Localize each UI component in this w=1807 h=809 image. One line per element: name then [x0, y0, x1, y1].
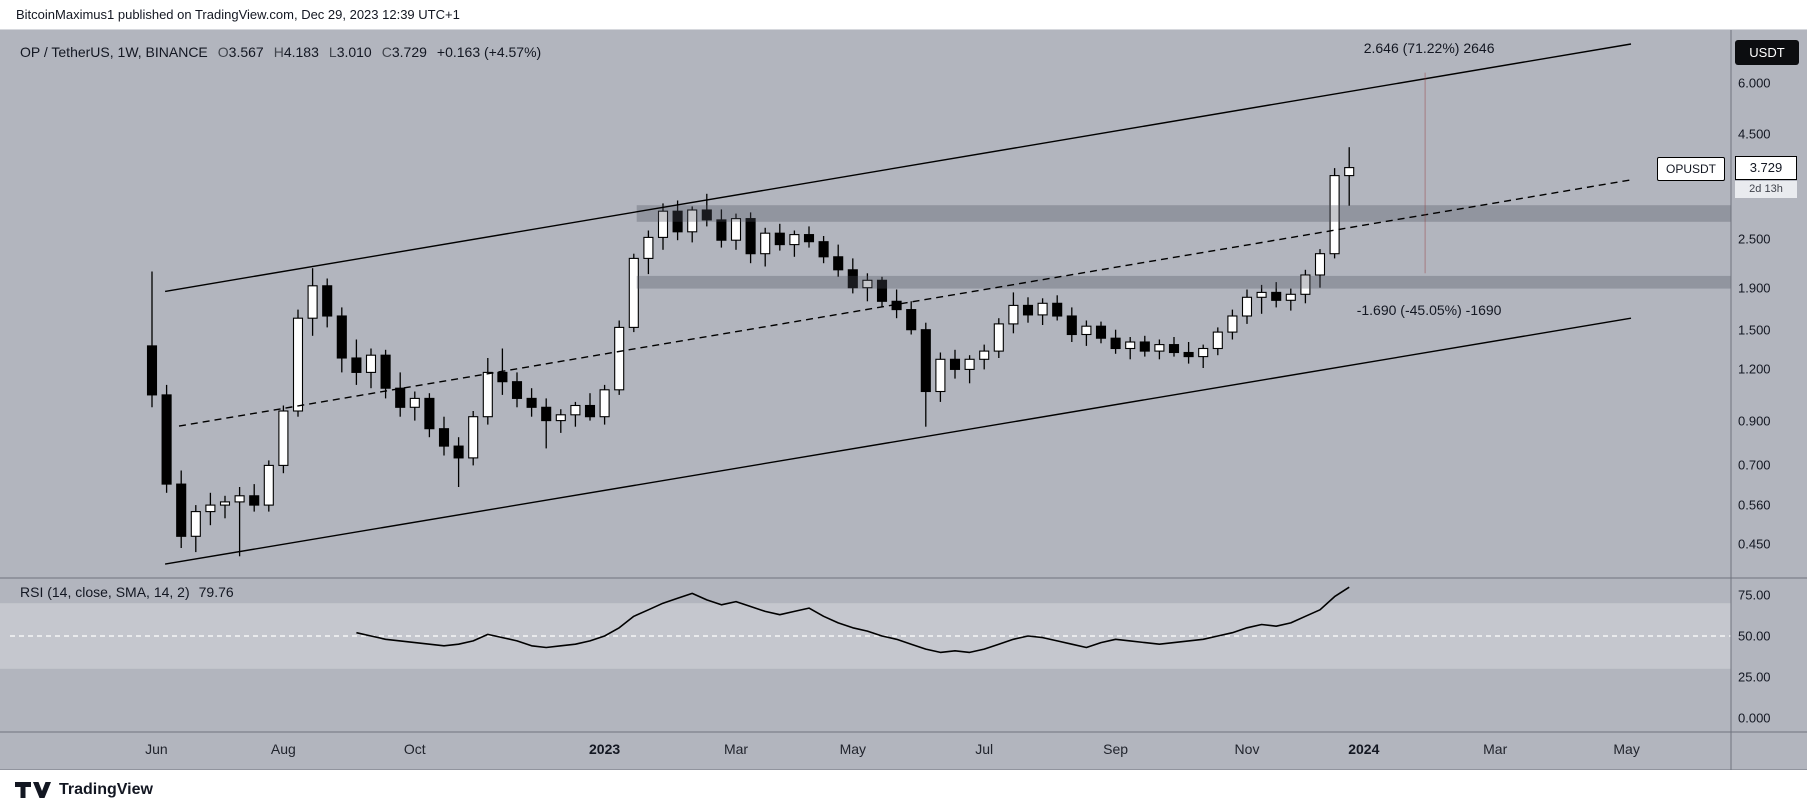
time-axis-label: Mar — [1483, 741, 1508, 757]
price-axis[interactable]: USDT 6.000 4.500 2.500 1.900 1.500 1.200 0.900… — [1731, 30, 1807, 770]
tradingview-logo-icon[interactable] — [14, 781, 52, 799]
currency-badge[interactable]: USDT — [1735, 40, 1799, 65]
price-axis-label: 1.900 — [1738, 280, 1771, 296]
measure-tool-upper-label[interactable]: 2.646 (71.22%) 2646 — [1363, 40, 1495, 57]
time-axis-label: 2023 — [589, 741, 621, 757]
rsi-axis-label: 50.00 — [1738, 628, 1771, 644]
time-axis-label: Nov — [1234, 741, 1260, 757]
last-price-symbol-label: OPUSDT — [1656, 156, 1725, 181]
low-label: L — [328, 44, 337, 60]
rsi-value: 79.76 — [198, 584, 234, 600]
time-axis-label: Sep — [1103, 741, 1129, 757]
rsi-axis-label: 75.00 — [1738, 587, 1771, 603]
rsi-axis-label: 0.000 — [1738, 710, 1771, 726]
time-axis-label: Oct — [403, 741, 426, 757]
time-axis-label: Mar — [723, 741, 749, 757]
open-label: O — [217, 44, 229, 60]
time-axis-label: Aug — [270, 741, 296, 757]
price-axis-label: 0.560 — [1738, 497, 1771, 513]
time-axis-label: May — [839, 741, 867, 757]
close-value: 3.729 — [391, 44, 427, 60]
measure-tool-lower-label[interactable]: -1.690 (-45.05%) -1690 — [1356, 302, 1502, 319]
footer-bar: TradingView — [0, 770, 1807, 809]
high-value: 4.183 — [283, 44, 319, 60]
close-label: C — [381, 44, 392, 60]
published-info-bar: BitcoinMaximus1 published on TradingView… — [0, 0, 1807, 30]
price-axis-label: 0.900 — [1738, 413, 1771, 429]
symbol-ohlc-header[interactable]: OP / TetherUS, 1W, BINANCE O3.567 H4.183 L3… — [20, 44, 541, 60]
price-axis-label: 1.200 — [1738, 361, 1771, 377]
time-axis[interactable]: Jun Aug Oct 2023 Mar May Jul Sep Nov 2024 Mar May — [0, 732, 1807, 770]
rsi-title-text: RSI (14, close, SMA, 14, 2) — [20, 584, 190, 600]
high-label: H — [273, 44, 284, 60]
price-axis-label: 0.700 — [1738, 457, 1771, 473]
time-axis-label: Jun — [145, 741, 168, 757]
price-axis-label: 6.000 — [1738, 75, 1771, 91]
low-value: 3.010 — [336, 44, 372, 60]
published-info-text: BitcoinMaximus1 published on TradingView… — [16, 7, 460, 22]
time-axis-label: May — [1613, 741, 1640, 757]
price-axis-label: 2.500 — [1738, 231, 1771, 247]
last-price-label: 3.729 — [1735, 155, 1797, 180]
symbol-title: OP / TetherUS, 1W, BINANCE — [20, 44, 208, 60]
price-axis-label: 4.500 — [1738, 126, 1771, 142]
price-axis-label: 1.500 — [1738, 322, 1771, 338]
time-axis-label: Jul — [975, 741, 994, 757]
time-axis-label: 2024 — [1348, 741, 1380, 757]
tradingview-wordmark[interactable]: TradingView — [59, 780, 153, 798]
open-value: 3.567 — [228, 44, 264, 60]
rsi-indicator-title[interactable]: RSI (14, close, SMA, 14, 2) 79.76 — [20, 584, 234, 600]
bar-countdown-label: 2d 13h — [1735, 180, 1797, 198]
change-value: +0.163 (+4.57%) — [436, 44, 542, 60]
rsi-axis-label: 25.00 — [1738, 669, 1771, 685]
price-axis-label: 0.450 — [1738, 536, 1771, 552]
